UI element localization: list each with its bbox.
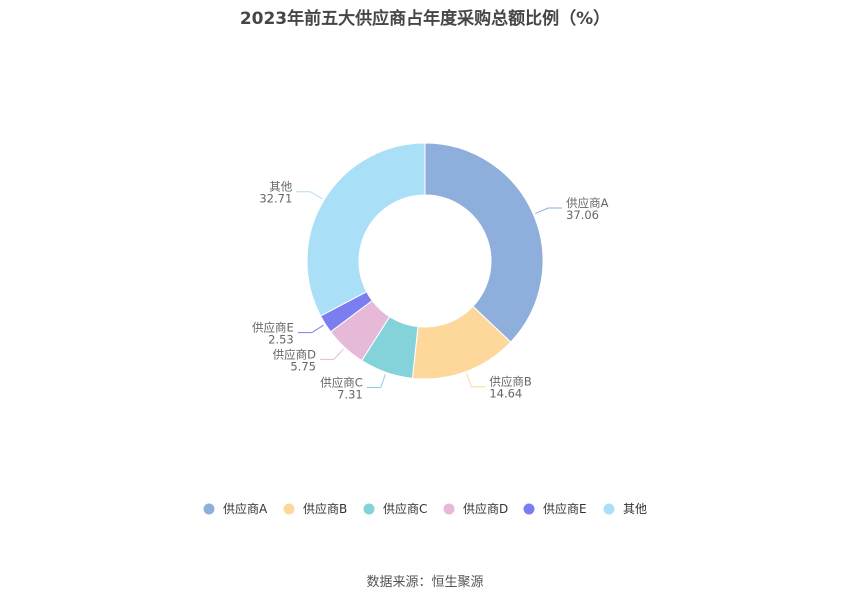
- legend-marker: [283, 503, 295, 515]
- legend-item-供应商E[interactable]: 供应商E: [523, 501, 587, 516]
- legend-item-供应商A[interactable]: 供应商A: [203, 501, 269, 516]
- slices: [306, 142, 544, 380]
- slice-label-name: 供应商B: [489, 375, 531, 389]
- legend-marker: [363, 503, 375, 515]
- legend: 供应商A 供应商B 供应商C 供应商D 供应商E 其他: [203, 501, 648, 516]
- slice-label-name: 供应商A: [566, 196, 608, 210]
- legend-label: 供应商A: [223, 501, 268, 516]
- leader-line-其他: [296, 191, 323, 200]
- legend-label: 供应商E: [543, 501, 587, 516]
- leader-line-供应商E: [297, 324, 324, 334]
- slice-供应商A[interactable]: [424, 142, 544, 343]
- legend-marker: [203, 503, 215, 515]
- slice-label-value: 32.71: [259, 192, 292, 206]
- legend-marker: [603, 503, 615, 515]
- legend-marker: [523, 503, 535, 515]
- legend-label: 供应商B: [303, 501, 347, 516]
- slice-label-value: 5.75: [290, 359, 316, 373]
- slice-label-name: 供应商E: [252, 321, 294, 335]
- leader-line-供应商A: [535, 207, 563, 215]
- legend-label: 供应商C: [383, 501, 427, 516]
- legend-item-供应商D[interactable]: 供应商D: [443, 501, 509, 516]
- leader-line-供应商D: [319, 348, 344, 360]
- slice-label-value: 7.31: [337, 387, 363, 401]
- legend-item-供应商C[interactable]: 供应商C: [363, 501, 428, 516]
- data-source: 数据来源：恒生聚源: [366, 575, 484, 590]
- leader-line-供应商C: [366, 374, 386, 388]
- slice-label-value: 2.53: [268, 333, 294, 347]
- slice-label-name: 供应商D: [273, 347, 316, 361]
- chart-title: 2023年前五大供应商占年度采购总额比例（%）: [239, 9, 611, 29]
- legend-marker: [443, 503, 455, 515]
- slice-label-value: 14.64: [489, 387, 522, 401]
- slice-label-value: 37.06: [566, 208, 599, 222]
- legend-item-供应商B[interactable]: 供应商B: [283, 501, 348, 516]
- legend-item-其他[interactable]: 其他: [603, 502, 648, 516]
- legend-label: 其他: [623, 502, 647, 516]
- legend-label: 供应商D: [463, 501, 508, 516]
- slice-其他[interactable]: [306, 142, 426, 317]
- slice-label-name: 其他: [269, 180, 292, 194]
- slice-label-name: 供应商C: [320, 375, 363, 389]
- leader-line-供应商B: [466, 373, 486, 388]
